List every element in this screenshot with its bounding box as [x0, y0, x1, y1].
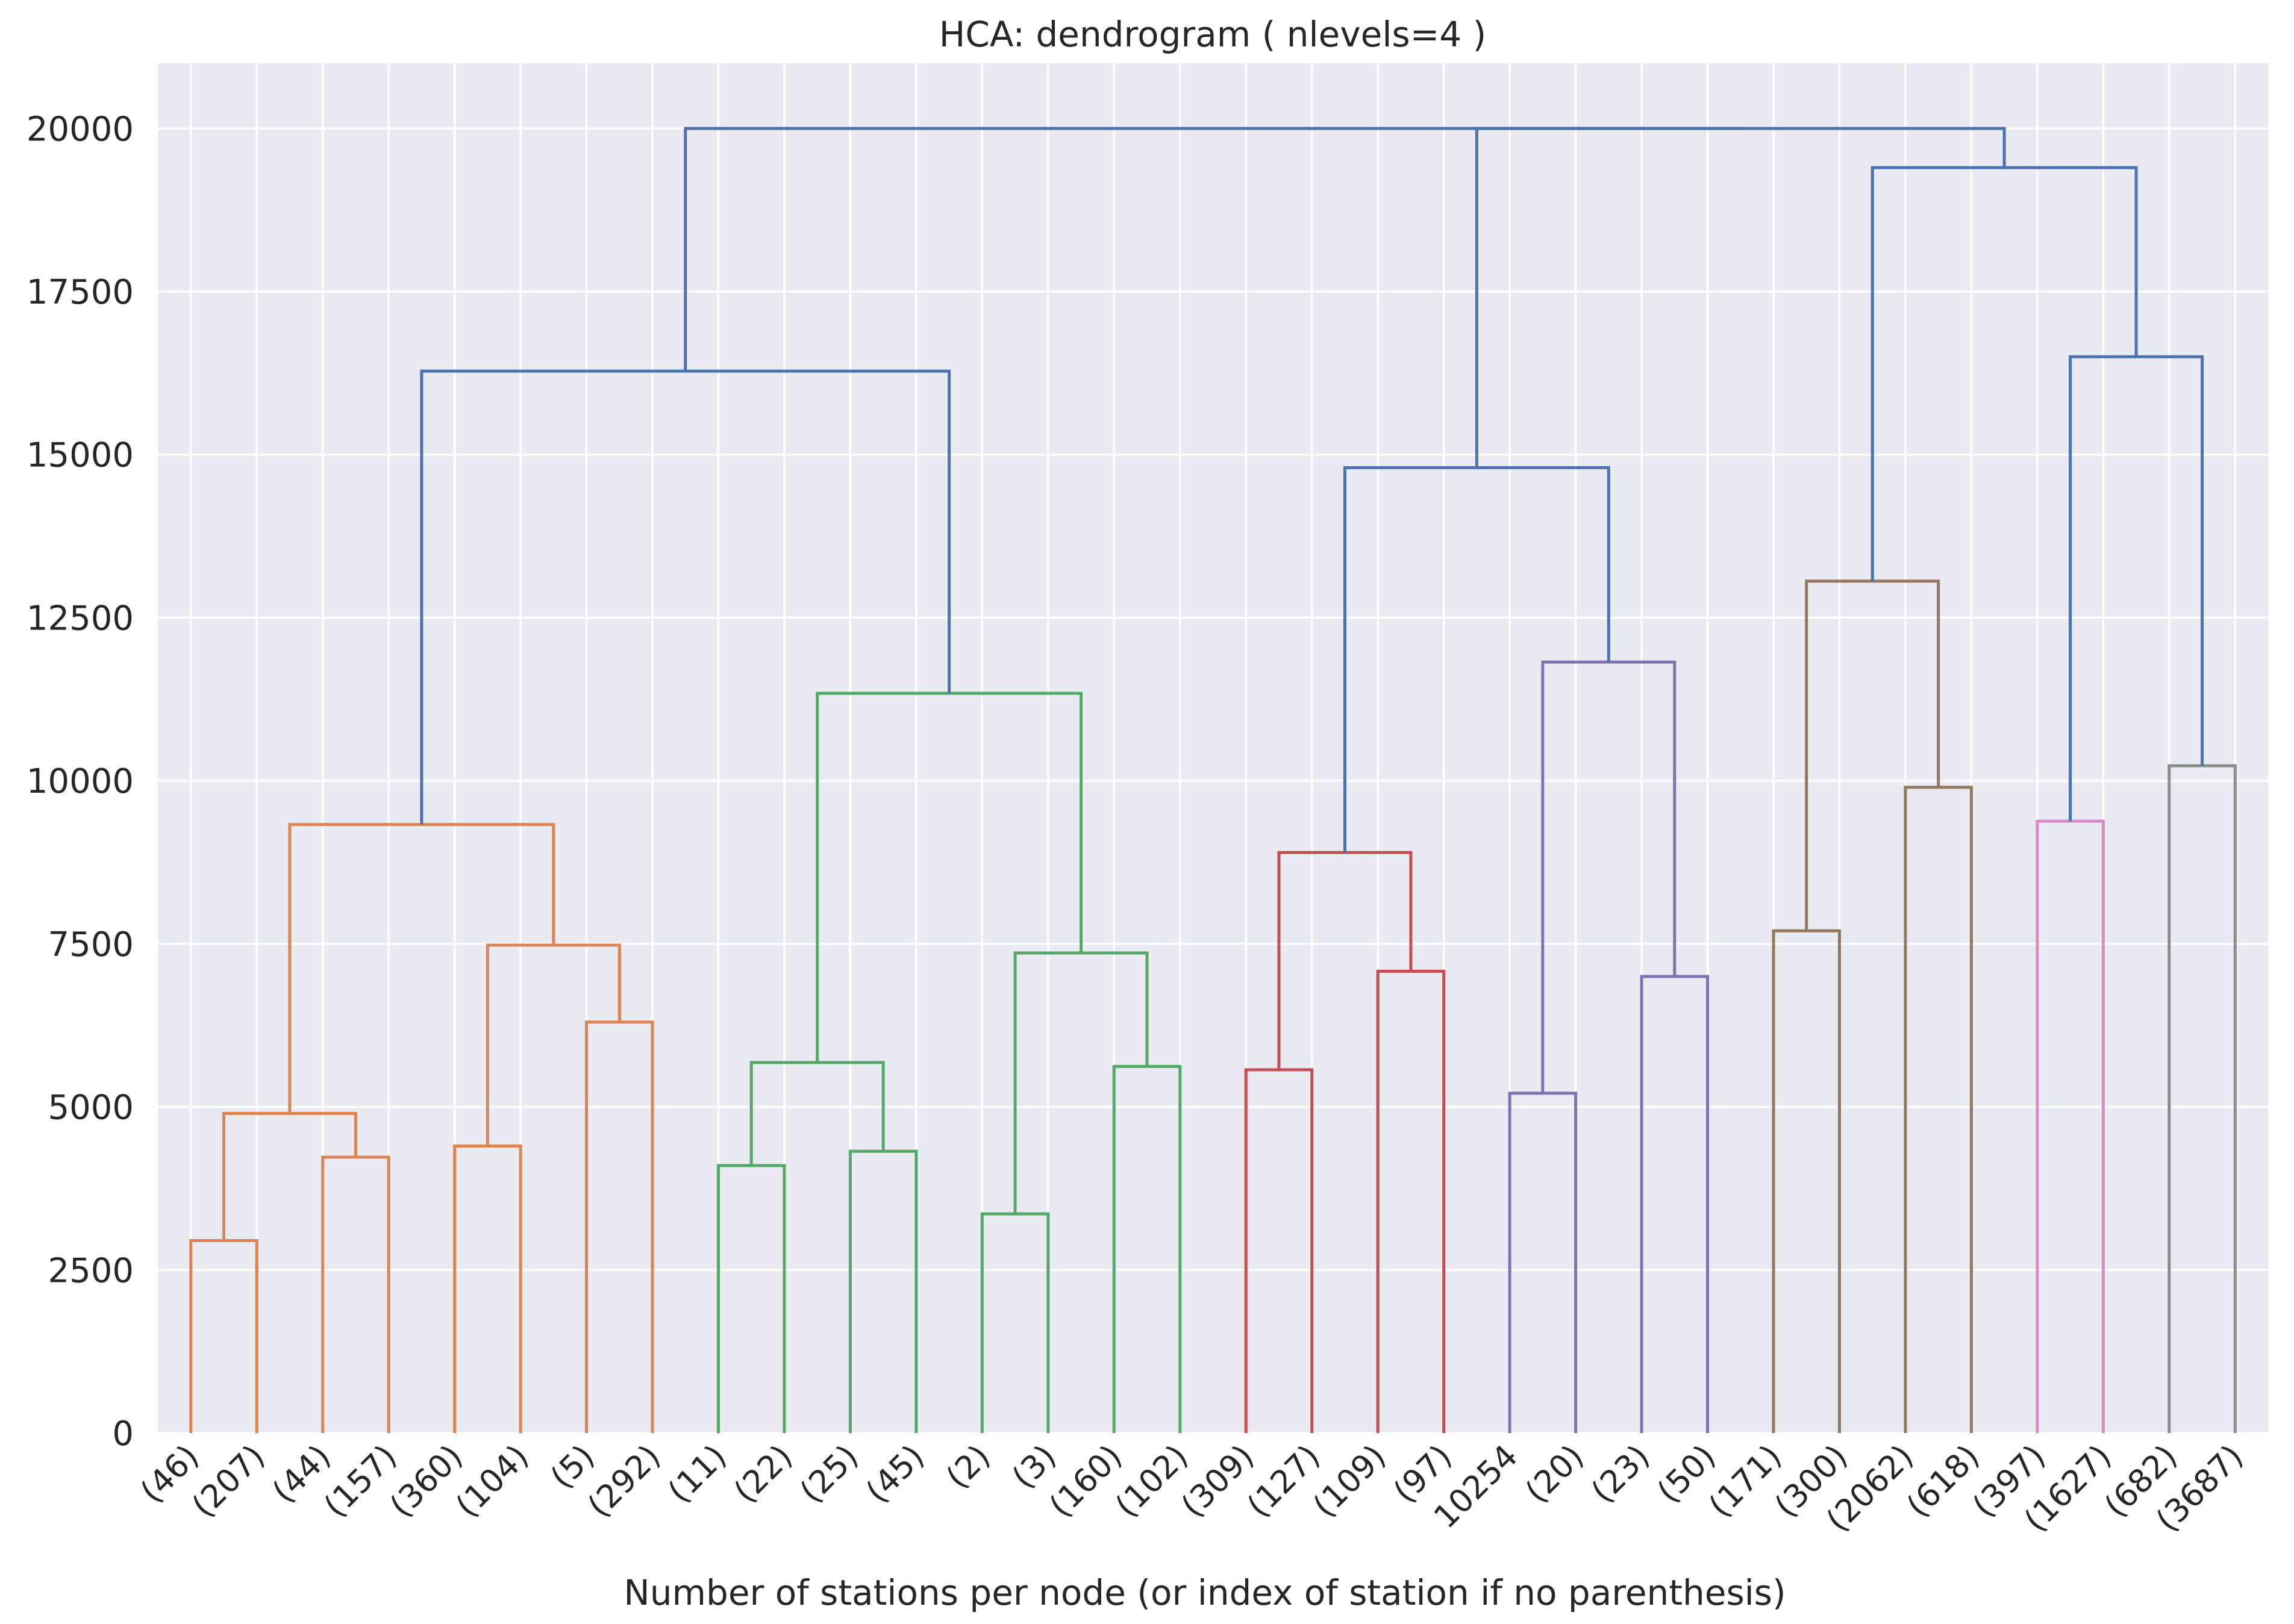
y-tick-label: 20000 — [27, 110, 134, 149]
x-tick-label: (2) — [939, 1438, 997, 1496]
y-axis-ticks: 0 2500 5000 7500 10000 12500 15000 17500 20000 — [27, 110, 134, 1454]
x-tick-label: (102) — [1108, 1438, 1195, 1525]
dendrogram-link — [2069, 355, 2204, 822]
y-tick-label: 15000 — [27, 436, 134, 475]
x-tick-label: (25) — [793, 1438, 866, 1510]
x-tick-label: (23) — [1584, 1438, 1657, 1510]
y-tick-label: 17500 — [27, 273, 134, 312]
plot-area — [158, 63, 2268, 1433]
dendrogram-link — [1277, 851, 1413, 1070]
chart-title: HCA: dendrogram ( nlevels=4 ) — [939, 14, 1487, 55]
x-tick-label: (360) — [383, 1438, 470, 1525]
x-tick-label: (618) — [1900, 1438, 1987, 1525]
dendrogram-links — [189, 126, 2237, 1433]
x-tick-label: (45) — [859, 1438, 931, 1510]
dendrogram-link — [1013, 951, 1149, 1214]
x-tick-label: (309) — [1175, 1438, 1261, 1525]
dendrogram-link — [1475, 126, 2006, 468]
x-tick-label: (171) — [1702, 1438, 1789, 1525]
x-tick-label: (109) — [1306, 1438, 1393, 1525]
y-tick-label: 2500 — [48, 1251, 134, 1290]
x-axis-ticks: (46)(207)(44)(157)(360)(104) (5)(292)(11)… — [134, 1438, 2251, 1539]
x-tick-label: (20) — [1519, 1438, 1591, 1510]
x-tick-label: (160) — [1043, 1438, 1130, 1525]
dendrogram-link — [420, 369, 951, 825]
dendrogram-link — [684, 126, 1741, 372]
x-tick-label: (11) — [661, 1438, 734, 1510]
y-tick-label: 7500 — [48, 925, 134, 964]
dendrogram-link — [716, 1164, 786, 1433]
dendrogram-link — [1805, 579, 1940, 931]
x-tick-label: (104) — [449, 1438, 536, 1525]
dendrogram-link — [1376, 969, 1446, 1433]
y-tick-label: 10000 — [27, 762, 134, 801]
dendrogram-link — [1244, 1068, 1314, 1433]
y-tick-label: 12500 — [27, 599, 134, 638]
x-tick-label: (127) — [1240, 1438, 1327, 1525]
dendrogram-link — [749, 1061, 885, 1166]
dendrogram-link — [2167, 764, 2237, 1433]
x-tick-label: (157) — [317, 1438, 404, 1525]
dendrogram-link — [189, 1239, 258, 1433]
dendrogram-link — [848, 1149, 918, 1433]
y-tick-label: 0 — [112, 1414, 134, 1454]
x-tick-label: (22) — [727, 1438, 799, 1510]
x-axis-label: Number of stations per node (or index of… — [624, 1572, 1786, 1613]
x-tick-label: (292) — [581, 1438, 667, 1525]
x-tick-label: (207) — [185, 1438, 272, 1525]
y-tick-label: 5000 — [48, 1088, 134, 1128]
